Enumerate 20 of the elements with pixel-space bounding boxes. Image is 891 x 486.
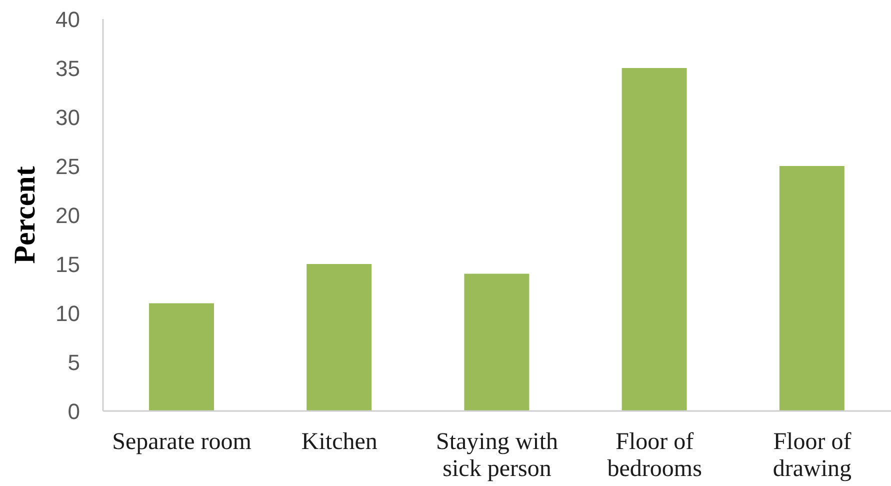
y-tick-label: 30 xyxy=(56,104,80,130)
x-tick-label: Staying with sick person xyxy=(436,429,558,482)
y-tick-label: 40 xyxy=(56,6,80,32)
x-tick-label: Floor of bedrooms xyxy=(607,429,702,482)
y-tick-label: 5 xyxy=(68,350,80,375)
bar xyxy=(149,303,214,411)
bar xyxy=(779,166,844,411)
y-tick-label: 15 xyxy=(56,252,80,277)
y-tick-label: 25 xyxy=(56,154,80,179)
x-tick-label: Floor of drawing xyxy=(772,429,852,482)
y-tick-label: 20 xyxy=(56,202,80,228)
bar xyxy=(306,264,372,411)
bar xyxy=(622,68,687,411)
y-tick-label: 10 xyxy=(56,300,80,326)
x-tick-label: Separate room xyxy=(112,429,252,455)
y-axis-title: Percent xyxy=(8,166,42,264)
y-tick-label: 0 xyxy=(68,398,80,424)
bar xyxy=(464,274,530,411)
x-tick-label: Kitchen xyxy=(301,429,378,455)
y-tick-label: 35 xyxy=(56,56,80,81)
